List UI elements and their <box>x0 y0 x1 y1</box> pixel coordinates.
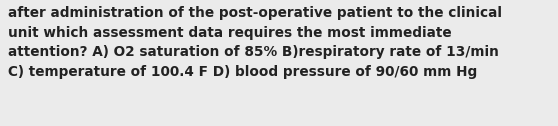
Text: after administration of the post-operative patient to the clinical
unit which as: after administration of the post-operati… <box>8 6 502 79</box>
